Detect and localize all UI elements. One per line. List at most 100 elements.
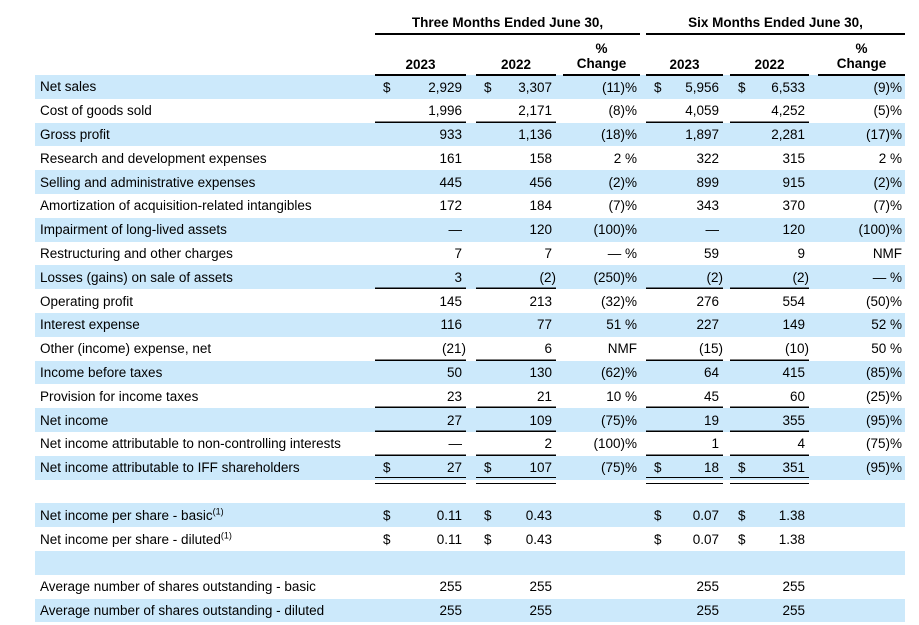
column-spacer: [723, 170, 731, 194]
row-label: Provision for income taxes: [35, 384, 375, 408]
money-value: 276: [646, 294, 723, 309]
column-spacer: [556, 408, 563, 432]
money-value: 1,897: [646, 127, 723, 142]
column-spacer: [809, 242, 818, 266]
value-cell: 227: [646, 312, 724, 337]
amount: 343: [696, 198, 720, 214]
group-gap: [640, 122, 647, 147]
amount: (2): [792, 269, 810, 285]
value-cell: (15): [646, 337, 723, 361]
value-cell: 445: [375, 170, 466, 194]
value-cell: $2,929: [375, 75, 466, 99]
money-value: 255: [646, 603, 723, 618]
value-cell: 60: [730, 384, 809, 408]
spacer-row: [35, 550, 906, 575]
value-cell: 2,171: [476, 99, 556, 123]
amount: 255: [782, 602, 806, 618]
amount: 1.38: [778, 507, 806, 523]
value-cell: 45: [646, 384, 723, 408]
amount: 899: [696, 174, 720, 190]
column-spacer: [809, 432, 818, 456]
column-spacer: [809, 34, 818, 75]
amount: 315: [782, 150, 806, 166]
amount: 255: [529, 602, 552, 618]
column-spacer: [809, 75, 819, 99]
value-cell: [646, 550, 724, 575]
money-value: 19: [646, 413, 723, 428]
currency-symbol: $: [383, 460, 391, 476]
money-value: 255: [476, 579, 556, 594]
value-cell: 23: [375, 384, 466, 408]
row-label-text: Gross profit: [40, 126, 110, 142]
percent-cell: (100)%: [818, 217, 906, 242]
value-cell: 255: [646, 598, 724, 623]
percent-cell: [818, 480, 905, 504]
amount: 59: [704, 245, 720, 261]
value-cell: 109: [476, 408, 556, 432]
value-cell: (10): [730, 337, 809, 361]
amount: 145: [439, 293, 462, 309]
row-label-text: Selling and administrative expenses: [40, 174, 256, 190]
amount: (15): [699, 341, 724, 357]
money-value: $3,307: [476, 80, 556, 95]
money-value: (21): [375, 341, 466, 356]
value-cell: 255: [375, 598, 466, 623]
row-label: Net sales: [35, 75, 375, 99]
label-header-blank: [35, 0, 375, 34]
column-spacer: [466, 480, 476, 504]
data-row: Net income 27 109 (75)% 19 355 (95)%: [35, 408, 906, 432]
column-spacer: [556, 550, 563, 575]
amount: 915: [782, 174, 806, 190]
column-header-tm-2023: 2023: [375, 34, 466, 76]
value-cell: 1: [646, 432, 723, 456]
money-value: 1: [646, 436, 723, 451]
group-header-row: Three Months Ended June 30, Six Months E…: [35, 0, 906, 35]
column-header-row: 2023 2022 % Change 2023 2022 % Change: [35, 34, 906, 76]
amount: 116: [440, 317, 462, 333]
amount: 19: [704, 412, 720, 428]
column-spacer: [556, 194, 563, 218]
percent-cell: [563, 550, 641, 575]
amount: 3,307: [518, 79, 552, 95]
group-gap: [640, 312, 647, 337]
row-label: Selling and administrative expenses: [35, 170, 375, 194]
column-spacer: [723, 432, 730, 456]
value-cell: 6: [476, 337, 556, 361]
value-cell: 4: [730, 432, 809, 456]
group-gap: [640, 170, 647, 194]
column-spacer: [723, 242, 730, 266]
row-label-text: Interest expense: [40, 317, 140, 333]
amount: 4: [797, 436, 806, 452]
value-cell: [730, 550, 810, 575]
row-label: Net income attributable to IFF sharehold…: [35, 455, 375, 480]
money-value: 4,252: [730, 103, 809, 118]
percent-cell: 50 %: [871, 341, 903, 357]
value-cell: 1,996: [375, 99, 466, 123]
data-row: Gross profit 933 1,136 (18)% 1,897 2,281 (17)%: [35, 122, 906, 147]
column-header-sm-pct-change: % Change: [818, 34, 906, 76]
percent-cell: (7)%: [608, 198, 638, 214]
money-value: 255: [375, 603, 466, 618]
row-label-text: Provision for income taxes: [40, 388, 199, 404]
row-label: Impairment of long-lived assets: [35, 217, 375, 242]
value-cell: 315: [730, 146, 809, 170]
percent-cell: (2)%: [818, 170, 906, 194]
value-cell: 2: [476, 432, 556, 456]
column-spacer: [466, 575, 476, 599]
percent-cell: 2 %: [613, 150, 638, 166]
value-cell: $351: [730, 455, 810, 484]
group-gap: [640, 598, 647, 623]
amount: 18: [704, 460, 720, 476]
percent-cell: (75)%: [563, 408, 641, 432]
column-spacer: [556, 146, 563, 170]
value-cell: 7: [476, 242, 556, 266]
value-cell: $0.07: [646, 503, 724, 528]
value-cell: [375, 550, 466, 575]
value-cell: (21): [375, 337, 466, 361]
column-spacer: [466, 503, 476, 528]
row-label: [35, 480, 375, 504]
currency-symbol: $: [654, 507, 662, 523]
amount: 370: [782, 198, 806, 214]
row-label-text: Average number of shares outstanding - d…: [40, 602, 325, 618]
value-cell: 59: [646, 242, 723, 266]
